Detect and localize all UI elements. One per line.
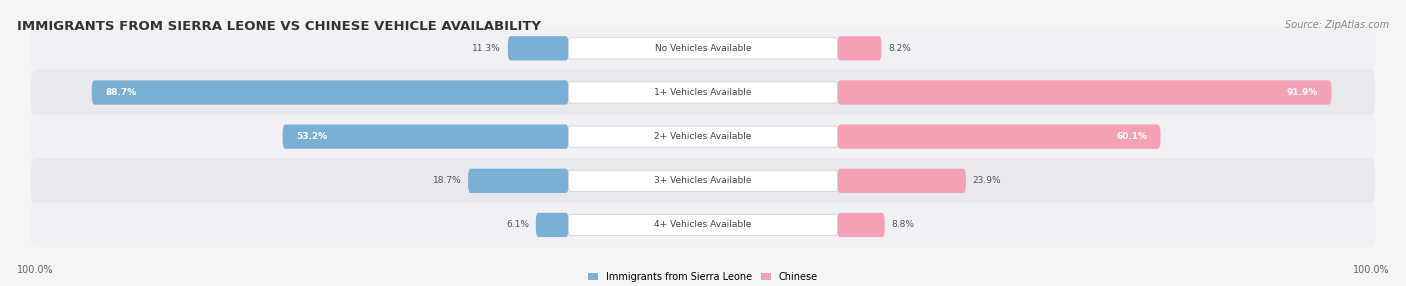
Text: 53.2%: 53.2% <box>297 132 328 141</box>
FancyBboxPatch shape <box>508 36 568 60</box>
FancyBboxPatch shape <box>91 80 568 105</box>
FancyBboxPatch shape <box>283 124 568 149</box>
FancyBboxPatch shape <box>31 114 1375 159</box>
Text: 100.0%: 100.0% <box>1353 265 1389 275</box>
FancyBboxPatch shape <box>838 169 966 193</box>
FancyBboxPatch shape <box>31 26 1375 71</box>
FancyBboxPatch shape <box>568 126 838 147</box>
Text: 91.9%: 91.9% <box>1286 88 1317 97</box>
Text: 2+ Vehicles Available: 2+ Vehicles Available <box>654 132 752 141</box>
Text: 18.7%: 18.7% <box>433 176 461 185</box>
Text: 11.3%: 11.3% <box>472 44 501 53</box>
FancyBboxPatch shape <box>568 214 838 236</box>
Text: 100.0%: 100.0% <box>17 265 53 275</box>
Text: 3+ Vehicles Available: 3+ Vehicles Available <box>654 176 752 185</box>
FancyBboxPatch shape <box>838 36 882 60</box>
FancyBboxPatch shape <box>838 80 1331 105</box>
FancyBboxPatch shape <box>31 202 1375 247</box>
FancyBboxPatch shape <box>838 213 884 237</box>
Legend: Immigrants from Sierra Leone, Chinese: Immigrants from Sierra Leone, Chinese <box>583 268 823 286</box>
FancyBboxPatch shape <box>536 213 568 237</box>
Text: Source: ZipAtlas.com: Source: ZipAtlas.com <box>1285 20 1389 30</box>
Text: No Vehicles Available: No Vehicles Available <box>655 44 751 53</box>
FancyBboxPatch shape <box>468 169 568 193</box>
FancyBboxPatch shape <box>568 170 838 191</box>
FancyBboxPatch shape <box>568 38 838 59</box>
Text: 60.1%: 60.1% <box>1116 132 1147 141</box>
Text: 88.7%: 88.7% <box>105 88 136 97</box>
FancyBboxPatch shape <box>568 82 838 103</box>
Text: 1+ Vehicles Available: 1+ Vehicles Available <box>654 88 752 97</box>
Text: 8.8%: 8.8% <box>891 221 914 229</box>
FancyBboxPatch shape <box>838 124 1160 149</box>
FancyBboxPatch shape <box>31 70 1375 115</box>
Text: 8.2%: 8.2% <box>889 44 911 53</box>
Text: IMMIGRANTS FROM SIERRA LEONE VS CHINESE VEHICLE AVAILABILITY: IMMIGRANTS FROM SIERRA LEONE VS CHINESE … <box>17 20 541 33</box>
FancyBboxPatch shape <box>31 158 1375 203</box>
Text: 4+ Vehicles Available: 4+ Vehicles Available <box>654 221 752 229</box>
Text: 6.1%: 6.1% <box>506 221 529 229</box>
Text: 23.9%: 23.9% <box>973 176 1001 185</box>
